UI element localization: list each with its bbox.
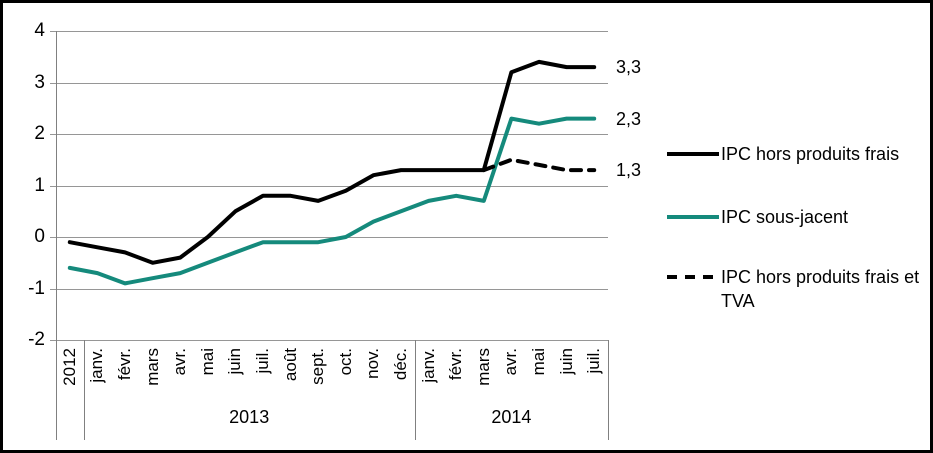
- legend-swatch-solid-black: [667, 152, 719, 156]
- x-axis-year-label: 2013: [229, 407, 270, 427]
- line-chart-plot: [50, 31, 609, 440]
- x-axis-label: avr.: [170, 348, 190, 376]
- x-axis-label: déc.: [391, 348, 410, 381]
- legend-swatch-dashed-black: [667, 275, 719, 279]
- series-end-label-0: 3,3: [616, 57, 642, 78]
- series-line-2: [481, 157, 597, 173]
- x-axis-label: juil.: [584, 348, 604, 374]
- x-axis-label: janv.: [418, 348, 438, 383]
- x-axis-year-label: 2014: [491, 407, 532, 427]
- series-end-label-2: 1,3: [616, 160, 642, 181]
- y-axis-label: 2: [34, 123, 45, 144]
- x-axis-label: mai: [197, 348, 217, 376]
- x-axis-label: févr.: [446, 348, 466, 381]
- x-axis-label: 2012: [59, 348, 79, 386]
- y-axis-label: -2: [28, 329, 45, 350]
- x-axis-label: mai: [529, 348, 548, 376]
- x-axis-label: janv.: [87, 348, 107, 383]
- chart-legend: IPC hors produits frais IPC sous-jacent …: [667, 3, 929, 450]
- x-axis-label: oct.: [335, 348, 355, 376]
- x-axis-label: sept.: [308, 348, 328, 385]
- legend-swatch-solid-teal: [667, 215, 719, 219]
- x-axis-label: mars: [142, 348, 162, 386]
- legend-item-ipc-hors-produits-frais: IPC hors produits frais: [667, 142, 921, 166]
- x-axis-label: nov.: [363, 348, 383, 379]
- y-axis-label: 1: [34, 174, 45, 196]
- legend-label: IPC hors produits frais: [721, 144, 900, 164]
- legend-label: IPC hors produits frais et TVA: [721, 267, 920, 311]
- legend-label: IPC sous-jacent: [721, 207, 849, 227]
- y-axis-label: -1: [28, 277, 45, 299]
- x-axis-label: mars: [473, 348, 493, 386]
- x-axis-label: août: [280, 348, 300, 382]
- x-axis-label: juil.: [253, 348, 272, 374]
- x-axis-label: févr.: [115, 348, 134, 381]
- x-axis-label: avr.: [501, 348, 521, 376]
- x-axis-label: juin: [556, 348, 576, 375]
- series-end-label-1: 2,3: [616, 108, 642, 129]
- legend-item-ipc-hors-produits-frais-et-tva: IPC hors produits frais et TVA: [667, 265, 921, 313]
- series-line-0: [67, 59, 597, 265]
- legend-item-ipc-sous-jacent: IPC sous-jacent: [667, 205, 921, 229]
- x-axis-label: juin: [225, 348, 245, 375]
- y-axis-label: 3: [34, 71, 45, 93]
- y-axis-label: 4: [34, 20, 45, 41]
- y-axis-label: 0: [34, 226, 45, 247]
- series-line-1: [67, 116, 597, 286]
